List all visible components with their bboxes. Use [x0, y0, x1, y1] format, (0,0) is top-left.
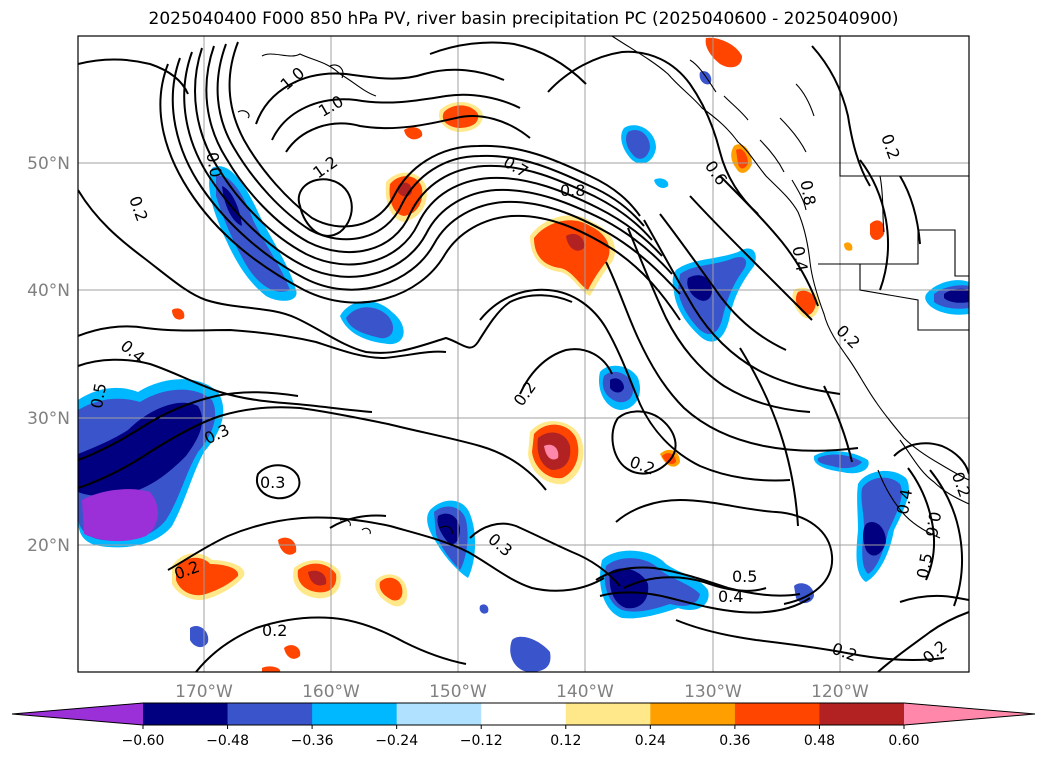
pv-contours: [78, 41, 969, 672]
lat-label: 20°N: [27, 536, 70, 556]
lon-label: 130°W: [684, 682, 742, 702]
colorbar-bin: [734, 703, 820, 725]
coastlines: [237, 36, 969, 539]
contour-label: 0.5: [732, 567, 757, 586]
colorbar-tick-label: 0.60: [888, 733, 919, 749]
contour-label: 0.4: [788, 245, 811, 273]
contour-label: 0.4: [893, 488, 916, 516]
colorbar-extend-high: [904, 703, 1035, 725]
colorbar-tick-label: 0.36: [719, 733, 750, 749]
colorbar-bin: [481, 703, 567, 725]
colorbar-bin: [143, 703, 229, 725]
colorbar-tick-label: −0.12: [460, 733, 503, 749]
lat-label: 50°N: [27, 154, 70, 174]
map-title: 2025040400 F000 850 hPa PV, river basin …: [148, 9, 899, 29]
colorbar-tick-label: 0.24: [635, 733, 666, 749]
colorbar-bin: [565, 703, 651, 725]
colorbar-tick-label: −0.60: [122, 733, 165, 749]
colorbar-tick-label: −0.36: [291, 733, 334, 749]
latitude-labels: 50°N 40°N 30°N 20°N: [27, 154, 70, 556]
lon-label: 120°W: [811, 682, 869, 702]
colorbar-tick-label: −0.24: [375, 733, 418, 749]
contour-label: 0.3: [260, 473, 285, 492]
contour-label: 0.6: [921, 510, 944, 538]
colorbar-bin: [650, 703, 736, 725]
lat-label: 40°N: [27, 281, 70, 301]
lon-label: 150°W: [429, 682, 487, 702]
map-content: [78, 36, 969, 672]
contour-label: 0.5: [913, 552, 936, 580]
lon-label: 170°W: [175, 682, 233, 702]
colorbar-tick-label: −0.48: [206, 733, 249, 749]
colorbar-extend-low: [12, 703, 143, 725]
lat-label: 30°N: [27, 409, 70, 429]
colorbar-bin: [819, 703, 905, 725]
colorbar-tick-label: 0.12: [550, 733, 581, 749]
colorbar-tick-label: 0.48: [804, 733, 835, 749]
contour-label: 0.8: [796, 179, 819, 207]
longitude-labels: 170°W 160°W 150°W 140°W 130°W 120°W: [175, 682, 869, 702]
contour-label: 0.2: [262, 621, 287, 640]
colorbar-bin: [396, 703, 482, 725]
contour-label: 0.0: [202, 151, 225, 179]
map-frame: [77, 35, 970, 673]
colorbar-bin: [312, 703, 398, 725]
lon-label: 160°W: [302, 682, 360, 702]
contour-label: 0.5: [87, 382, 110, 410]
contour-label: 0.8: [560, 181, 585, 200]
negative-pc-areas: [78, 71, 969, 672]
contour-label: 0.4: [718, 587, 743, 606]
colorbar: −0.60 −0.48 −0.36 −0.24 −0.12 0.12 0.24 0.36 0.4…: [11, 702, 1036, 749]
lon-label: 140°W: [556, 682, 614, 702]
colorbar-bin: [227, 703, 313, 725]
